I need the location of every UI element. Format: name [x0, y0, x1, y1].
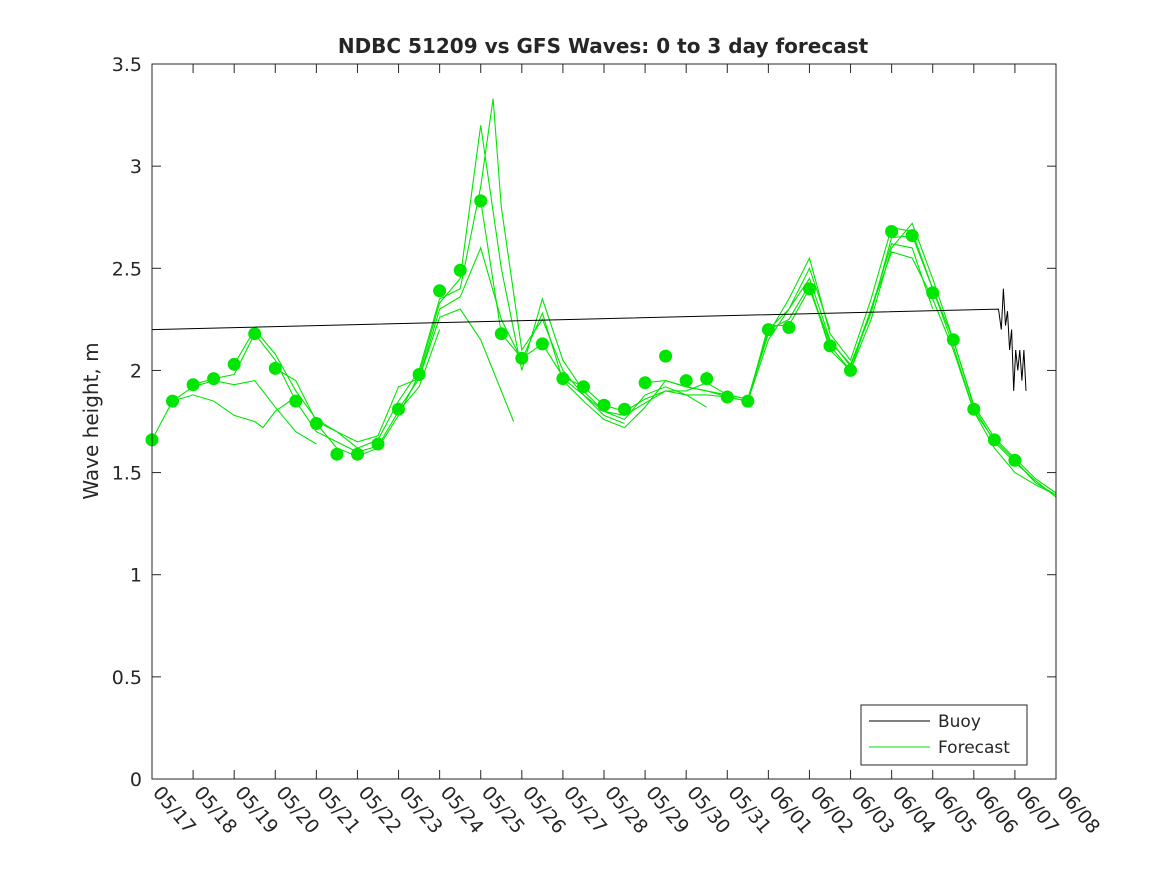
- legend: Buoy Forecast: [860, 704, 1028, 766]
- x-tick-label: 06/06: [970, 782, 1022, 838]
- x-tick-label: 05/17: [148, 782, 200, 838]
- x-tick-label: 06/02: [806, 782, 858, 838]
- forecast-analysis-marker: [248, 327, 262, 341]
- x-tick-label: 05/28: [600, 782, 652, 838]
- forecast-analysis-marker: [638, 376, 652, 390]
- forecast-run-line: [151, 394, 297, 441]
- forecast-analysis-marker: [494, 327, 508, 341]
- forecast-analysis-marker: [885, 225, 899, 238]
- x-tick-label: 05/31: [723, 782, 775, 838]
- x-tick-label: 06/03: [847, 782, 899, 838]
- x-tick-label: 05/30: [682, 782, 734, 838]
- x-tick-label: 06/07: [1011, 782, 1063, 838]
- plot-area: [152, 64, 1056, 779]
- x-tick-label: 05/18: [189, 782, 241, 838]
- x-tick-label: 05/22: [354, 782, 406, 838]
- y-tick-label: 0.5: [112, 667, 142, 689]
- forecast-analysis-marker: [679, 374, 693, 388]
- forecast-analysis-marker: [556, 372, 570, 386]
- forecast-analysis-marker: [453, 263, 467, 277]
- forecast-run-line: [398, 246, 831, 429]
- forecast-run-line: [727, 251, 1057, 496]
- forecast-analysis-marker: [905, 229, 919, 243]
- x-tick-label: 06/04: [888, 782, 940, 838]
- forecast-analysis-marker: [967, 402, 981, 416]
- forecast-analysis-marker: [535, 337, 549, 351]
- forecast-analysis-marker: [844, 363, 857, 377]
- x-tick-label: 06/08: [1052, 782, 1104, 838]
- forecast-analysis-marker: [227, 357, 241, 371]
- forecast-analysis-marker: [577, 380, 590, 394]
- forecast-analysis-marker: [659, 349, 673, 363]
- x-tick-label: 05/20: [271, 782, 323, 838]
- forecast-analysis-marker: [597, 398, 611, 412]
- x-tick-label: 06/01: [765, 782, 817, 838]
- forecast-analysis-marker: [309, 417, 323, 430]
- forecast-analysis-marker: [1008, 453, 1022, 467]
- forecast-analysis-marker: [207, 372, 221, 386]
- legend-forecast-label: Forecast: [938, 738, 1010, 758]
- y-tick-label: 2: [130, 360, 142, 382]
- forecast-analysis-marker: [289, 394, 303, 408]
- y-tick-label: 0: [130, 769, 142, 791]
- x-tick-label: 06/05: [929, 782, 981, 838]
- y-tick-label: 3.5: [112, 54, 142, 76]
- y-axis-label: Wave height, m: [79, 342, 103, 499]
- forecast-analysis-marker: [782, 321, 796, 334]
- forecast-analysis-marker: [186, 378, 200, 392]
- forecast-run-line: [275, 98, 625, 449]
- forecast-analysis-marker: [412, 368, 426, 381]
- y-tick-label: 2.5: [112, 258, 142, 280]
- forecast-analysis-marker: [741, 394, 755, 408]
- y-tick-label: 1.5: [112, 463, 142, 485]
- forecast-analysis-marker: [474, 194, 488, 208]
- x-tick-label: 05/19: [230, 782, 282, 838]
- analysis-markers: [145, 194, 1022, 467]
- forecast-analysis-marker: [618, 402, 631, 416]
- forecast-analysis-marker: [392, 402, 405, 416]
- forecast-analysis-marker: [823, 339, 837, 353]
- x-tick-label: 05/24: [436, 782, 488, 838]
- forecast-analysis-marker: [371, 437, 385, 451]
- buoy-series: [151, 288, 1027, 391]
- y-axis: 0 0.5 1 1.5 2 2.5 3 3.5: [112, 54, 1056, 791]
- y-tick-label: 3: [130, 156, 142, 178]
- forecast-analysis-marker: [761, 323, 775, 337]
- forecast-run-line: [233, 308, 515, 443]
- legend-buoy-label: Buoy: [938, 712, 981, 732]
- forecast-analysis-marker: [433, 284, 447, 298]
- forecast-analysis-marker: [268, 361, 282, 375]
- legend-box: [860, 704, 1028, 766]
- chart-title: NDBC 51209 vs GFS Waves: 0 to 3 day fore…: [338, 34, 869, 58]
- buoy-line: [151, 288, 1027, 391]
- x-tick-label: 05/26: [518, 782, 570, 838]
- forecast-analysis-marker: [946, 333, 960, 347]
- x-tick-label: 05/21: [313, 782, 365, 838]
- x-tick-label: 05/25: [477, 782, 529, 838]
- x-tick-label: 05/29: [641, 782, 693, 838]
- x-tick-label: 05/27: [559, 782, 611, 838]
- forecast-analysis-marker: [987, 433, 1001, 447]
- forecast-analysis-marker: [166, 394, 179, 408]
- y-tick-label: 1: [130, 565, 142, 587]
- x-tick-label: 05/23: [395, 782, 447, 838]
- forecast-analysis-marker: [720, 390, 734, 404]
- forecast-analysis-marker: [803, 282, 816, 296]
- forecast-analysis-marker: [926, 286, 940, 300]
- forecast-analysis-marker: [330, 447, 344, 461]
- forecast-analysis-marker: [700, 372, 714, 386]
- forecast-analysis-marker: [351, 447, 364, 461]
- forecast-analysis-marker: [515, 351, 529, 365]
